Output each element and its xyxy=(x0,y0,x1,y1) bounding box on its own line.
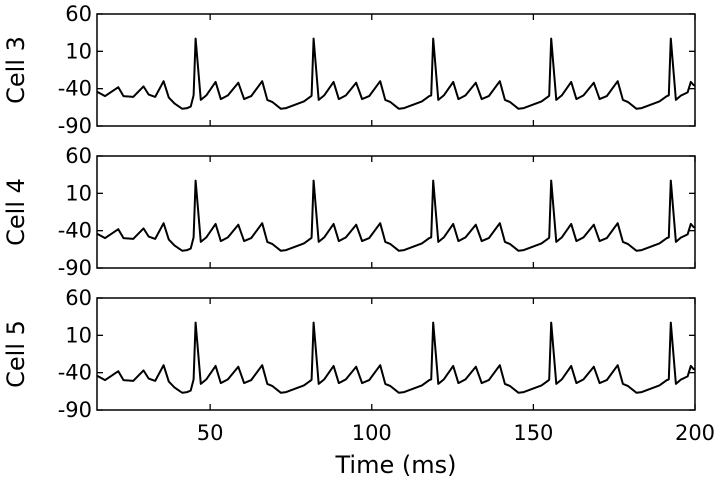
spike-peak-point xyxy=(312,37,315,40)
spike-peak-point xyxy=(312,321,315,324)
spike-peak-point xyxy=(550,179,552,182)
panel-cell-5: 60 10 -40 -90 50 100 150 200 Cell 5 Time (ms) xyxy=(2,286,715,479)
voltage-trace xyxy=(96,179,696,252)
y-tick-label: -40 xyxy=(58,219,92,243)
spike-peak-point xyxy=(194,179,197,182)
spike-peak-point xyxy=(432,37,434,40)
x-tick-label: 150 xyxy=(513,421,553,445)
y-tick-label: 10 xyxy=(65,323,92,347)
y-tick-label: -40 xyxy=(58,361,92,385)
spike-peak-point xyxy=(669,321,672,324)
spike-peak-point xyxy=(669,37,672,40)
panel-cell-4: 60 10 -40 -90 Cell 4 xyxy=(2,144,696,280)
y-tick-label: 60 xyxy=(65,2,92,26)
y-tick-label: 60 xyxy=(65,144,92,168)
y-tick-label: 60 xyxy=(65,286,92,310)
y-axis-label: Cell 5 xyxy=(2,320,30,388)
plot-frame xyxy=(96,297,696,411)
panel-cell-3: 60 10 -40 -90 Cell 3 xyxy=(2,2,696,138)
y-tick-label: -90 xyxy=(58,114,92,138)
plot-frame xyxy=(96,155,696,269)
x-tick-label: 200 xyxy=(675,421,715,445)
spike-peak-point xyxy=(432,179,434,182)
spike-peak-point xyxy=(669,179,672,182)
y-tick-label: -40 xyxy=(58,77,92,101)
spike-peak-point xyxy=(550,321,552,324)
spike-peak-point xyxy=(194,321,197,324)
voltage-trace xyxy=(96,37,696,110)
spike-peak-point xyxy=(194,37,197,40)
x-axis-label: Time (ms) xyxy=(335,451,457,479)
y-tick-label: 10 xyxy=(65,39,92,63)
y-axis-label: Cell 4 xyxy=(2,178,30,246)
voltage-trace xyxy=(96,321,696,394)
x-tick-label: 50 xyxy=(197,421,224,445)
y-tick-label: -90 xyxy=(58,256,92,280)
y-tick-label: 10 xyxy=(65,181,92,205)
x-tick-label: 100 xyxy=(352,421,392,445)
spike-peak-point xyxy=(312,179,315,182)
plot-frame xyxy=(96,13,696,127)
spike-peak-point xyxy=(432,321,434,324)
y-axis-label: Cell 3 xyxy=(2,36,30,104)
y-tick-label: -90 xyxy=(58,398,92,422)
spike-peak-point xyxy=(550,37,552,40)
